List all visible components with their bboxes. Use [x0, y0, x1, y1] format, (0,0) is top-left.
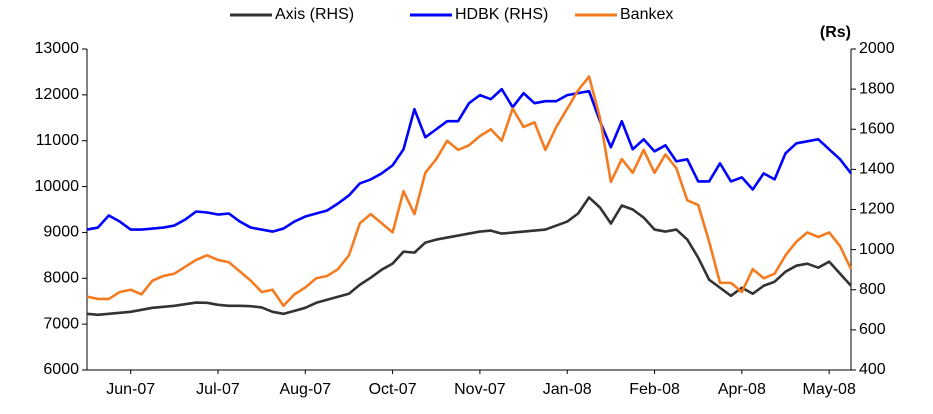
- series-line: [86, 75, 853, 308]
- x-tick-label: Oct-07: [369, 381, 417, 398]
- y-tick-label: 10000: [35, 178, 80, 195]
- x-tick-label: May-08: [802, 381, 855, 398]
- legend-label: Bankex: [620, 6, 673, 23]
- y-tick-label: 8000: [43, 270, 79, 287]
- y2-tick-label: 1600: [859, 120, 895, 137]
- y2-axis-label: (Rs): [820, 24, 851, 41]
- series-line: [86, 87, 853, 233]
- y2-tick-label: 600: [859, 321, 886, 338]
- series-line: [86, 196, 852, 317]
- x-tick-label: Jun-07: [106, 381, 155, 398]
- y2-tick-label: 2000: [859, 40, 895, 57]
- x-tick-label: Nov-07: [454, 381, 506, 398]
- y2-tick-label: 800: [859, 281, 886, 298]
- y-tick-label: 12000: [35, 86, 80, 103]
- y2-tick-label: 1000: [859, 241, 895, 258]
- y2-tick-label: 400: [859, 361, 886, 378]
- x-tick-label: Jul-07: [196, 381, 240, 398]
- y-tick-label: 11000: [36, 132, 79, 149]
- y-tick-label: 7000: [43, 315, 79, 332]
- x-tick-label: Aug-07: [279, 381, 331, 398]
- x-tick-label: Feb-08: [629, 381, 680, 398]
- x-tick-label: Apr-08: [718, 381, 766, 398]
- y2-tick-label: 1400: [859, 161, 895, 178]
- y-tick-label: 6000: [43, 361, 79, 378]
- x-tick-label: Jan-08: [543, 381, 592, 398]
- y2-tick-label: 1200: [859, 201, 895, 218]
- legend-label: Axis (RHS): [275, 6, 354, 23]
- y2-tick-label: 1800: [859, 80, 895, 97]
- y-tick-label: 13000: [35, 40, 80, 57]
- y-tick-label: 9000: [43, 224, 79, 241]
- legend-label: HDBK (RHS): [455, 6, 548, 23]
